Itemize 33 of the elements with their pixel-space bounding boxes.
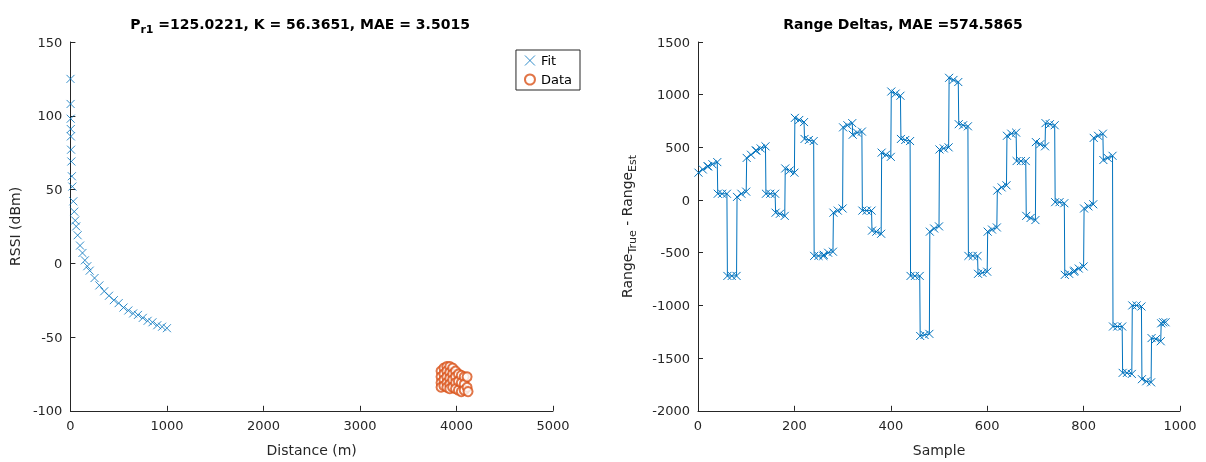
y-tick-label: -500 [660,245,690,261]
y-tick-label: -1500 [652,350,690,366]
x-tick-label: 2000 [246,417,280,433]
y-tick-label: 0 [681,192,690,208]
x-tick-label: 1000 [150,417,184,433]
y-tick-label: 50 [45,182,63,198]
x-axis-title: Sample [912,442,966,458]
y-tick-label: 1000 [656,87,690,103]
x-tick-label: 4000 [439,417,474,433]
x-tick-label: 1000 [1163,417,1197,433]
legend-label: Fit [540,53,557,68]
y-tick-label: 500 [665,139,690,155]
y-tick-label: 150 [37,34,63,50]
y-tick-label: 1500 [656,34,690,50]
y-axis-title: RSSI (dBm) [7,186,23,266]
x-tick-label: 400 [878,417,904,433]
y-tick-label: -100 [32,403,63,419]
y-tick-label: -50 [41,329,63,345]
y-tick-label: -1000 [652,297,690,313]
y-axis-title: RangeTrue - RangeEst [618,154,639,298]
x-tick-label: 0 [693,417,703,433]
legend-label: Data [540,72,573,87]
x-tick-label: 800 [1071,417,1097,433]
x-tick-label: 200 [781,417,807,433]
x-tick-label: 5000 [536,417,570,433]
y-tick-label: 100 [37,108,63,124]
y-tick-label: 0 [54,255,63,271]
x-tick-label: 3000 [343,417,377,433]
x-tick-label: 0 [66,417,75,433]
x-axis-title: Distance (m) [266,442,357,458]
y-tick-label: -2000 [652,403,690,419]
x-tick-label: 600 [974,417,1000,433]
chart-title: Range Deltas, MAE =574.5865 [783,16,1023,33]
